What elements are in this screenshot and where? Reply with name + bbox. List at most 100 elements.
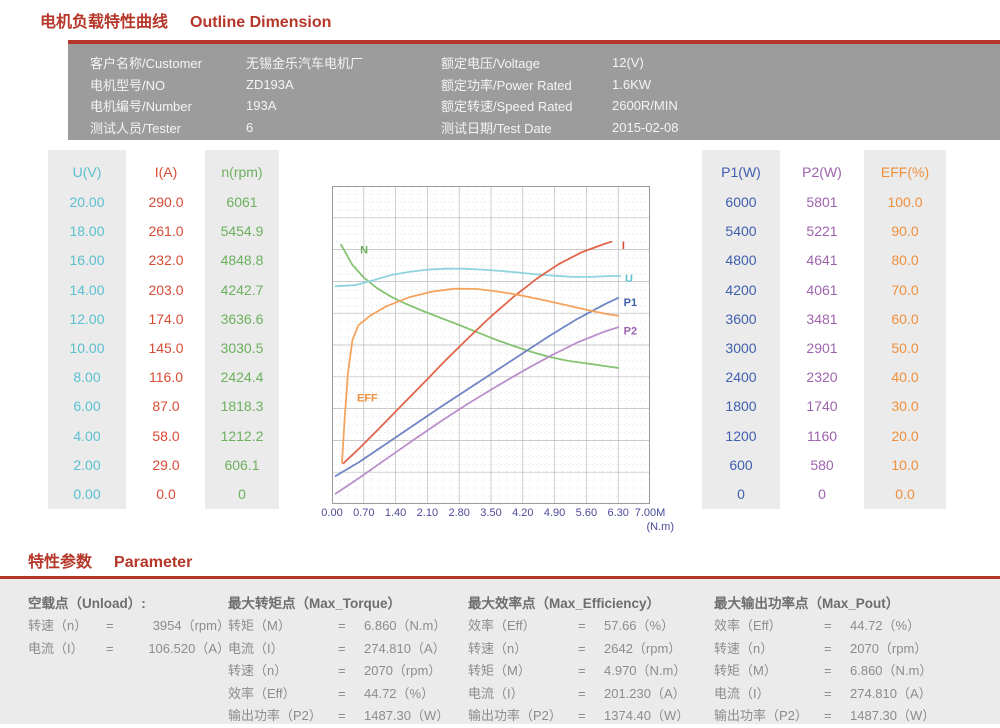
param-equals: = — [338, 708, 346, 724]
x-axis-tick: 0.70 — [353, 507, 375, 519]
param-value: 2070（rpm） — [364, 663, 442, 679]
axis-value-cell: 30.0 — [891, 398, 919, 415]
axis-value-cell: 0 — [818, 485, 826, 502]
param-label: 效率（Eff） — [714, 618, 782, 633]
axis-value-cell: 0.00 — [73, 485, 101, 502]
header-value-model: ZD193A — [246, 76, 294, 92]
axis-value-cell: 12.00 — [69, 310, 105, 327]
axis-column-p2: P2(W) 5801 5221 4641 4061 3481 2901 2320 1740 116… — [784, 150, 860, 510]
axis-value-cell: 174.0 — [148, 310, 184, 327]
axis-value-cell: 6000 — [725, 194, 757, 210]
axis-column-n: n(rpm) 6061 5454.9 4848.8 4242.7 3636.6 3030.5… — [205, 150, 279, 510]
param-row: 电流（I） = 274.810（A） — [228, 638, 464, 661]
axis-value-cell: 1200 — [725, 427, 757, 444]
param-equals: = — [824, 640, 832, 656]
param-value: 57.66（%） — [604, 618, 675, 633]
axis-value-cell: 58.0 — [152, 427, 180, 444]
axis-value-cell: 4242.7 — [220, 281, 264, 298]
axis-value-cell: 145.0 — [148, 339, 184, 356]
param-label: 效率（Eff） — [468, 618, 536, 633]
parameter-title-en: Parameter — [114, 554, 193, 571]
param-row: 输出功率（P2） = 1487.30（W） — [228, 705, 464, 728]
param-row: 输出功率（P2） = 1374.40（W） — [468, 705, 710, 728]
axis-value-cell: 2320 — [806, 369, 838, 386]
param-label: 输出功率（P2） — [468, 708, 562, 724]
param-group-unload: 空载点（Unload）: 转速（n） = 3954（rpm） 电流（I） = 106.520… — [28, 579, 230, 661]
curve-label-p1: P1 — [624, 297, 637, 309]
axis-value-cell: 50.0 — [891, 339, 919, 356]
axis-column-header: P1(W) — [721, 164, 761, 180]
curve-p1 — [334, 297, 620, 477]
header-value-customer: 无锡金乐汽车电机厂 — [246, 56, 364, 72]
param-value: 44.72（%） — [850, 618, 921, 633]
param-row: 电流（I） = 201.230（A） — [468, 683, 710, 706]
header-label-test-date: 测试日期/Test Date — [441, 120, 552, 136]
param-row: 效率（Eff） = 44.72（%） — [228, 683, 464, 706]
curve-p2 — [334, 326, 620, 495]
param-label: 转速（n） — [468, 640, 528, 656]
axis-value-cell: 1800 — [725, 398, 757, 415]
axis-value-cell: 5801 — [806, 194, 838, 210]
curve-label-p2: P2 — [624, 326, 637, 338]
x-axis-tick: 4.90 — [543, 507, 566, 519]
axis-column-header: I(A) — [154, 164, 178, 180]
axis-value-cell: 18.00 — [69, 223, 105, 240]
param-equals: = — [824, 685, 832, 701]
param-label: 转矩（M） — [468, 663, 531, 679]
axis-value-cell: 2901 — [806, 339, 838, 356]
header-value-power-rated: 1.6KW — [612, 76, 652, 92]
param-equals: = — [106, 618, 114, 633]
axis-value-cell: 8.00 — [73, 369, 101, 386]
parameter-section-title: 特性参数 Parameter — [28, 548, 192, 572]
axis-value-cell: 29.0 — [152, 456, 180, 473]
param-equals: = — [106, 640, 114, 656]
parameter-title-zh: 特性参数 — [28, 554, 93, 571]
header-label-power-rated: 额定功率/Power Rated — [441, 77, 572, 93]
x-axis-tick: 2.10 — [416, 507, 439, 519]
axis-value-cell: 0.0 — [895, 485, 915, 502]
param-equals: = — [338, 663, 346, 679]
param-label: 电流（I） — [28, 640, 84, 656]
x-axis-tick: 4.20 — [512, 507, 534, 519]
report-header-grid: 客户名称/Customer 无锡金乐汽车电机厂 额定电压/Voltage 12(… — [68, 44, 1000, 138]
axis-value-cell: 3600 — [725, 310, 757, 327]
header-value-tester: 6 — [246, 119, 254, 135]
axis-value-cell: 6061 — [226, 194, 258, 210]
axis-value-cell: 4200 — [725, 281, 757, 298]
axis-column-header: n(rpm) — [221, 164, 263, 180]
axis-value-cell: 3000 — [725, 339, 757, 356]
header-label-customer: 客户名称/Customer — [90, 56, 202, 72]
param-label: 电流（I） — [468, 685, 524, 701]
param-row: 效率（Eff） = 57.66（%） — [468, 615, 710, 638]
param-label: 转矩（M） — [714, 663, 777, 679]
axis-value-cell: 5454.9 — [220, 223, 264, 240]
axis-value-cell: 1740 — [806, 398, 838, 415]
param-equals: = — [338, 618, 346, 633]
axis-column-u: U(V) 20.00 18.00 16.00 14.00 12.00 10.00 8.00 6.… — [48, 150, 126, 510]
param-row: 电流（I） = 106.520（A） — [28, 638, 230, 661]
axis-value-cell: 3636.6 — [220, 310, 264, 327]
axis-value-cell: 3481 — [806, 310, 838, 327]
axis-value-cell: 10.0 — [891, 456, 919, 473]
axis-value-cell: 600 — [729, 456, 753, 473]
axis-column-header: P2(W) — [802, 164, 842, 180]
curve-chart-svg: N U I P1 P2 EFF — [332, 186, 650, 504]
x-axis-tick: 6.30 — [607, 507, 629, 519]
axis-value-cell: 232.0 — [148, 252, 184, 269]
param-equals: = — [824, 618, 832, 633]
axis-value-cell: 20.00 — [69, 194, 105, 210]
param-equals: = — [578, 708, 586, 724]
curve-label-u: U — [625, 273, 633, 285]
param-value: 274.810（A） — [850, 685, 932, 701]
param-value: 106.520（A） — [148, 640, 230, 656]
param-row: 转矩（M） = 4.970（N.m） — [468, 660, 710, 683]
axis-value-cell: 3030.5 — [220, 339, 264, 356]
axis-value-cell: 0 — [238, 485, 246, 502]
param-equals: = — [824, 708, 832, 724]
param-label: 电流（I） — [714, 685, 770, 701]
param-value: 3954（rpm） — [152, 618, 230, 633]
param-equals: = — [578, 618, 586, 633]
param-row: 转矩（M） = 6.860（N.m） — [228, 615, 464, 638]
axis-value-cell: 580 — [810, 456, 834, 473]
axis-value-cell: 80.0 — [891, 252, 919, 269]
